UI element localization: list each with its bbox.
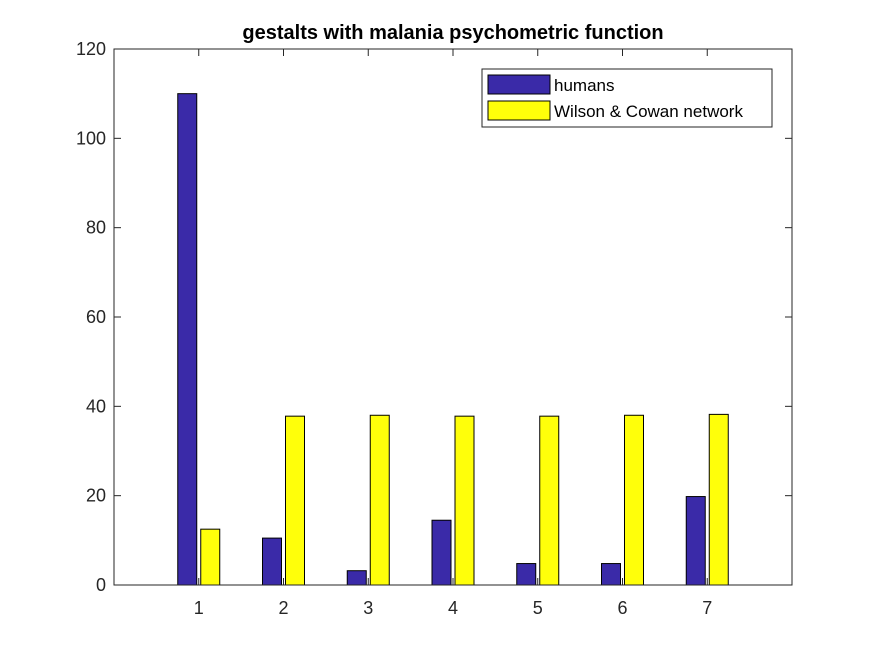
bar-humans-7 [685, 496, 706, 586]
bars-group [177, 93, 729, 586]
x-tick-label: 2 [278, 598, 288, 618]
bar-humans-4 [431, 519, 452, 586]
x-tick-label: 5 [533, 598, 543, 618]
y-tick-label: 40 [86, 396, 106, 416]
legend-swatch-humans [487, 74, 551, 95]
x-tick-label: 1 [194, 598, 204, 618]
bar-wilson-cowan-network-7 [708, 413, 729, 586]
axes-group: 0 20 40 60 80 100 120 1 2 3 4 5 6 7 [76, 39, 793, 618]
y-tick-label: 20 [86, 486, 106, 506]
y-tick-label: 0 [96, 575, 106, 595]
bar-wilson-cowan-network-2 [285, 415, 305, 586]
y-tick-label: 120 [76, 39, 106, 59]
legend-label-wilson-cowan-network: Wilson & Cowan network [554, 102, 743, 121]
bar-humans-5 [516, 563, 537, 586]
x-tick-label: 4 [448, 598, 458, 618]
bar-wilson-cowan-network-1 [200, 528, 221, 586]
bar-humans-6 [601, 563, 621, 586]
y-tick-label: 100 [76, 128, 106, 148]
chart-title: gestalts with malania psychometric funct… [242, 22, 663, 44]
y-tick-label: 80 [86, 218, 106, 238]
x-tick-label: 6 [617, 598, 627, 618]
legend: humans Wilson & Cowan network [481, 68, 773, 128]
bar-wilson-cowan-network-5 [539, 415, 560, 586]
x-tick-label: 3 [363, 598, 373, 618]
bar-wilson-cowan-network-6 [624, 414, 644, 586]
bar-wilson-cowan-network-4 [454, 415, 475, 586]
legend-label-humans: humans [554, 76, 614, 95]
bar-humans-1 [177, 93, 198, 586]
x-tick-label: 7 [702, 598, 712, 618]
bar-humans-3 [346, 570, 367, 586]
bar-humans-2 [262, 537, 282, 586]
legend-swatch-wilson-cowan-network [487, 100, 551, 121]
bar-wilson-cowan-network-3 [369, 414, 390, 586]
y-tick-label: 60 [86, 307, 106, 327]
